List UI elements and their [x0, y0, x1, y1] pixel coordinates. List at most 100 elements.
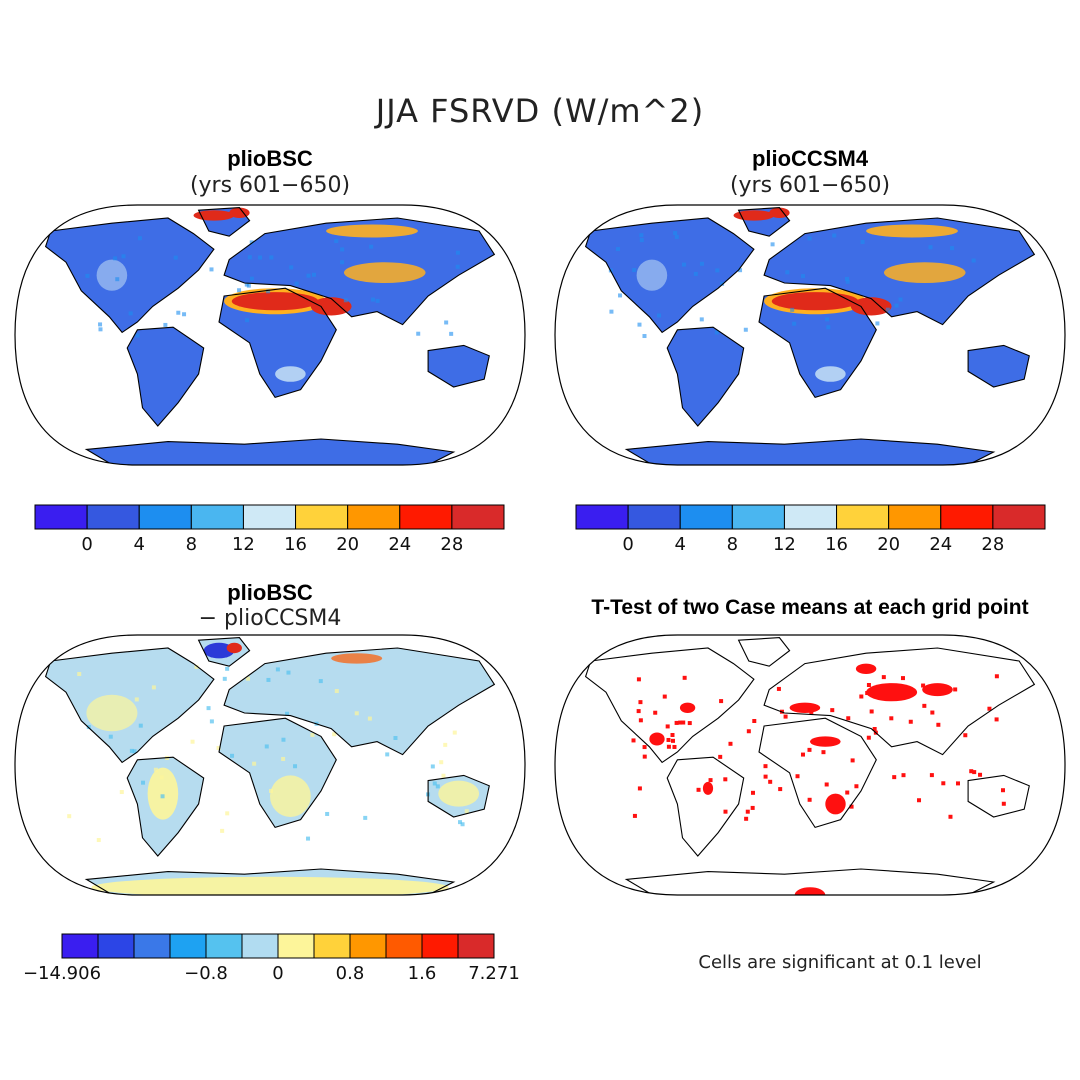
colorbar-panel3-box-0 — [61, 933, 99, 959]
map-frame-3 — [14, 634, 526, 896]
colorbar-panel2-tick-label: 4 — [674, 534, 685, 555]
land-6 — [626, 439, 994, 465]
map-panel-3 — [44, 637, 496, 895]
panel4-title: T-Test of two Case means at each grid po… — [591, 596, 1029, 619]
significance-note: Cells are significant at 0.1 level — [698, 952, 982, 973]
colorbar-panel3-box-1 — [97, 933, 135, 959]
colorbar-panel1-box-3 — [190, 504, 244, 530]
colorbar-panel3-box-7 — [313, 933, 351, 959]
colorbar-panel3-tick-label: 0 — [272, 963, 283, 984]
colorbar-panel3-box-8 — [349, 933, 387, 959]
land-2 — [667, 757, 744, 856]
coastline — [427, 344, 490, 388]
colorbar-panel1-box-6 — [347, 504, 401, 530]
panel3-title: plioBSC — [227, 580, 313, 605]
colorbar-panel3-box-4 — [205, 933, 243, 959]
colorbar-panel1-box-4 — [242, 504, 297, 530]
coastline — [624, 868, 996, 895]
map-panel-2 — [584, 207, 1036, 465]
colorbar-panel1-box-7 — [399, 504, 453, 530]
colorbar-panel3-box-11 — [457, 933, 495, 959]
land-0 — [585, 218, 754, 333]
coastline — [737, 207, 791, 237]
colorbar-panel3-tick-label: 1.6 — [408, 963, 437, 984]
coastline — [84, 868, 456, 895]
colorbar-panel3-box-6 — [277, 933, 315, 959]
colorbar-panel2-box-4 — [783, 504, 838, 530]
colorbar-panel1: 0 4 8 12 16 20 24 28 — [34, 504, 505, 555]
coastline — [126, 326, 205, 427]
colorbar-panel3-box-2 — [133, 933, 171, 959]
colorbar-panel2-box-0 — [575, 504, 629, 530]
coastline — [223, 217, 496, 326]
coastline — [44, 217, 215, 334]
map-frame-4 — [554, 634, 1066, 896]
colorbar-panel3-box-5 — [241, 933, 279, 959]
colorbar-panel3-tick-label: −14.906 — [23, 963, 101, 984]
colorbar-panel2-box-2 — [679, 504, 733, 530]
colorbar-panel1-box-5 — [295, 504, 349, 530]
colorbar-panel3-tick-label: 7.271 — [468, 963, 520, 984]
colorbar-panel3-box-3 — [169, 933, 207, 959]
coastline — [84, 438, 456, 465]
panel1-subtitle: (yrs 601−650) — [189, 173, 351, 198]
coastline — [584, 217, 755, 334]
coastline — [44, 647, 215, 764]
colorbar-panel1-tick-label: 24 — [388, 534, 411, 555]
panel2-title: plioCCSM4 — [751, 146, 869, 171]
colorbar-panel3-tick-label: 0.8 — [336, 963, 365, 984]
coastline — [763, 647, 1036, 756]
land-2 — [667, 327, 744, 426]
map-panel-1 — [44, 207, 496, 465]
map-frame-1 — [14, 204, 526, 466]
panel3-subtitle: − plioCCSM4 — [198, 606, 342, 631]
colorbar-panel2-tick-label: 12 — [773, 534, 796, 555]
coastline — [967, 344, 1030, 388]
coastline — [126, 756, 205, 857]
coastline — [624, 438, 996, 465]
colorbar-panel2-tick-label: 28 — [981, 534, 1004, 555]
land-6 — [626, 869, 994, 895]
colorbar-panel1-tick-label: 4 — [133, 534, 144, 555]
land-4 — [764, 648, 1035, 755]
coastline — [197, 637, 251, 667]
land-5 — [968, 775, 1030, 817]
colorbar-panel1-tick-label: 16 — [284, 534, 307, 555]
colorbar-panel1-box-8 — [451, 504, 505, 530]
colorbar-panel3: −14.906 −0.8 0 0.8 1.6 7.271 — [23, 933, 520, 984]
colorbar-panel1-box-1 — [86, 504, 140, 530]
land-2 — [127, 327, 204, 426]
coastline — [223, 647, 496, 756]
colorbar-panel2: 0 4 8 12 16 20 24 28 — [575, 504, 1046, 555]
colorbar-panel2-tick-label: 20 — [877, 534, 900, 555]
colorbar-panel1-tick-label: 28 — [440, 534, 463, 555]
colorbar-panel3-box-9 — [385, 933, 423, 959]
coastline — [584, 647, 755, 764]
colorbar-panel1-tick-label: 20 — [336, 534, 359, 555]
coastline — [967, 774, 1030, 818]
colorbar-panel3-box-10 — [421, 933, 459, 959]
colorbar-panel1-tick-label: 0 — [81, 534, 92, 555]
colorbar-panel2-tick-label: 8 — [727, 534, 738, 555]
coastline — [218, 717, 337, 829]
colorbar-panel2-box-8 — [992, 504, 1046, 530]
colorbar-panel3-tick-label: −0.8 — [184, 963, 228, 984]
colorbar-panel1-box-0 — [34, 504, 88, 530]
land-3 — [759, 718, 877, 828]
land-3 — [759, 288, 877, 398]
coastline — [758, 717, 877, 829]
land-6 — [86, 439, 454, 465]
coastline — [666, 756, 745, 857]
land-5 — [968, 345, 1030, 387]
colorbar-panel2-box-7 — [940, 504, 994, 530]
land-0 — [45, 218, 214, 333]
panel2-subtitle: (yrs 601−650) — [729, 173, 891, 198]
panel1-title: plioBSC — [227, 146, 313, 171]
colorbar-panel1-box-2 — [138, 504, 192, 530]
land-5 — [428, 345, 490, 387]
map-frame-2 — [554, 204, 1066, 466]
land-4 — [224, 648, 495, 755]
colorbar-panel1-tick-label: 12 — [232, 534, 255, 555]
